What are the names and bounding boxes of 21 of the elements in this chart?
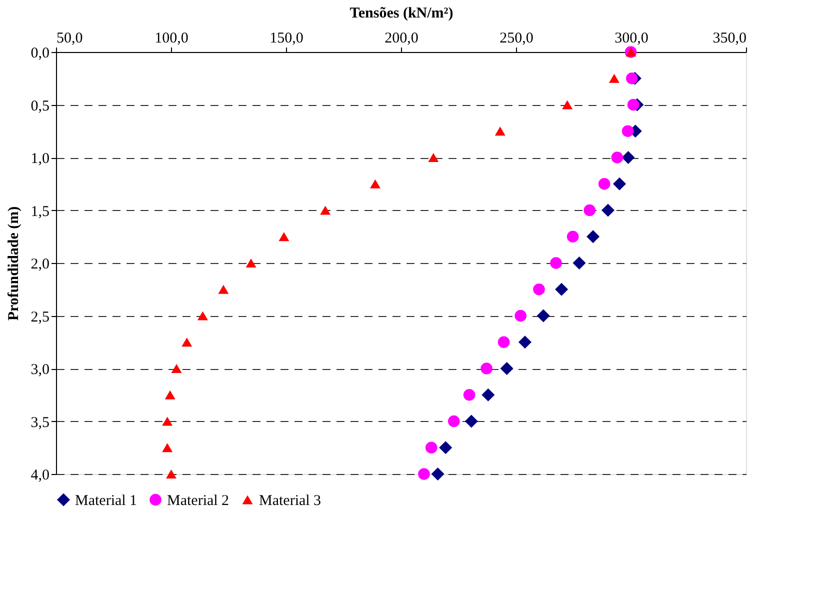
y-axis-title: Profundidade (m) (6, 206, 22, 321)
x-axis-title: Tensões (kN/m²) (350, 6, 454, 22)
y-tick-label: 1,5 (30, 204, 50, 220)
y-tick-label: 1,0 (30, 151, 50, 167)
x-tick-label: 300,0 (614, 30, 648, 46)
legend-label: Material 1 (75, 492, 138, 509)
x-tick-label: 150,0 (270, 30, 304, 46)
legend-label: Material 2 (167, 492, 230, 509)
y-tick-label: 3,5 (30, 414, 50, 431)
y-tick-label: 0,0 (30, 46, 50, 62)
x-tick-label: 50,0 (56, 30, 83, 46)
x-tick-label: 350,0 (712, 30, 746, 46)
y-tick-label: 2,0 (30, 256, 50, 272)
y-tick-label: 3,0 (30, 362, 50, 378)
y-tick-label: 4,0 (30, 468, 50, 484)
y-tick-label: 0,5 (30, 98, 50, 114)
x-tick-label: 100,0 (154, 30, 188, 46)
x-tick-label: 200,0 (384, 30, 418, 46)
y-tick-label: 2,5 (30, 309, 50, 326)
x-tick-label: 250,0 (500, 30, 534, 46)
legend-label: Material 3 (259, 492, 322, 509)
